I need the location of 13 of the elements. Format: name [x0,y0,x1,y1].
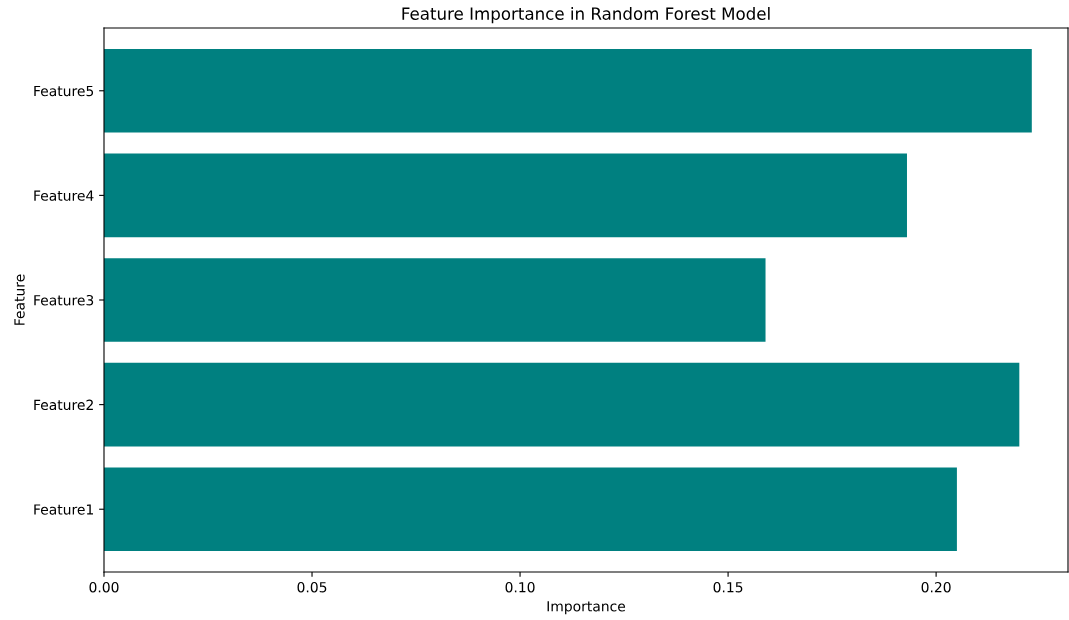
x-tick-label: 0.00 [89,581,119,593]
x-tick-label: 0.20 [921,581,951,593]
x-tick-label: 0.10 [505,581,535,593]
y-tick-label: Feature5 [34,85,94,97]
x-tick-label: 0.15 [713,581,743,593]
y-axis-title: Feature [14,274,25,325]
y-tick-label: Feature2 [34,399,93,411]
x-tick-label: 0.05 [297,581,327,593]
x-axis-title: Importance [547,601,626,615]
y-tick-label: Feature1 [34,504,93,515]
y-tick-label: Feature3 [34,294,94,306]
chart-title: Feature Importance in Random Forest Model [402,7,770,24]
y-tick-label: Feature4 [34,190,94,201]
